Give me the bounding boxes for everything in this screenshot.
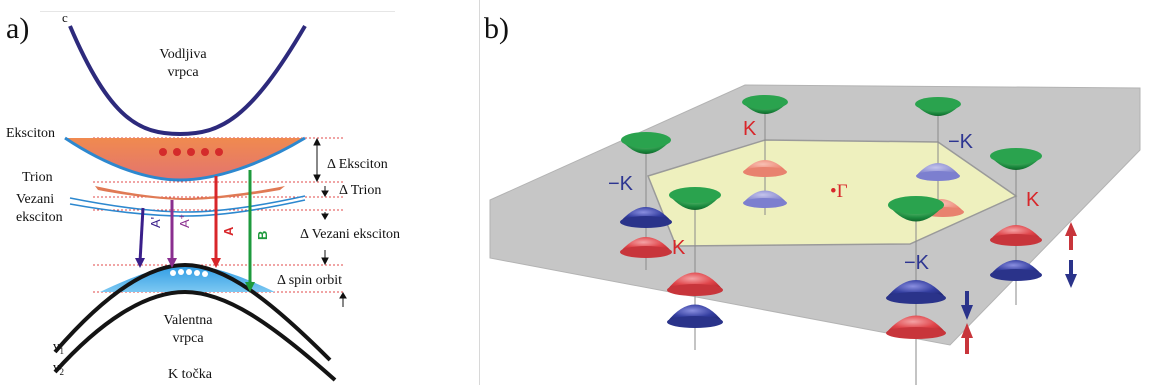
spin-up-arrow-bottom bbox=[961, 323, 973, 354]
arrowhead-bound bbox=[135, 258, 145, 268]
label-delta-exciton: Δ Eksciton bbox=[327, 157, 388, 172]
arrow-label-bound: A' bbox=[148, 217, 163, 228]
valley-label-bottom-right-minus-k: −K bbox=[904, 252, 930, 274]
label-delta-trion: Δ Trion bbox=[339, 183, 381, 198]
c-label: c bbox=[62, 10, 68, 25]
bound-exciton-curve-2 bbox=[69, 199, 306, 217]
valley-label-top-minus-k: −K bbox=[948, 131, 974, 153]
spin-arrows bbox=[961, 222, 1077, 354]
panel-divider bbox=[479, 0, 480, 385]
v1-label: v1 bbox=[53, 338, 64, 356]
arrowhead-a bbox=[211, 258, 221, 268]
valley-bottom-left-k bbox=[667, 187, 723, 328]
valley-label-right-k: K bbox=[1026, 189, 1040, 211]
arrow-label-trion: A+ bbox=[177, 214, 192, 228]
exciton-band-curve bbox=[64, 136, 306, 182]
panel-b-letter: b) bbox=[484, 12, 509, 45]
trion-band bbox=[95, 186, 285, 200]
arrow-label-a: A bbox=[221, 226, 236, 236]
panel-a-band-diagram: a) c Vodljiva vrpca bbox=[0, 0, 480, 385]
conduction-band-curve bbox=[68, 24, 307, 137]
valence-band-label: Valentna vrpca bbox=[164, 313, 214, 346]
valley-label-bottom-left-k: K bbox=[672, 237, 686, 259]
conduction-band-label: Vodljiva vrpca bbox=[159, 47, 207, 80]
valley-left-minus-k bbox=[620, 132, 672, 258]
spin-down-arrow-bottom bbox=[961, 291, 973, 320]
valence-band-v1 bbox=[53, 262, 332, 362]
v2-label: v2 bbox=[53, 359, 64, 377]
valley-diagram-svg: K −K −K K K −K •Γ bbox=[489, 84, 1141, 385]
label-delta-spin: Δ spin orbit bbox=[277, 273, 342, 288]
arrowhead-b bbox=[245, 282, 255, 292]
transition-arrow-bound bbox=[138, 207, 145, 263]
valley-right-k bbox=[990, 148, 1042, 281]
valley-top-k bbox=[742, 95, 788, 208]
k-point-label: K točka bbox=[168, 367, 213, 382]
hole-dots bbox=[170, 269, 208, 277]
bound-exciton-curve-1 bbox=[69, 195, 306, 213]
gamma-point-label: •Γ bbox=[830, 181, 848, 202]
valley-bottom-right-minus-k bbox=[886, 196, 946, 339]
label-bound-exciton: Vezani eksciton bbox=[16, 192, 63, 225]
electron-dots bbox=[159, 148, 223, 156]
label-exciton: Eksciton bbox=[6, 126, 55, 141]
valley-label-left-minus-k: −K bbox=[608, 173, 634, 195]
valence-band-v2 bbox=[53, 289, 337, 382]
spin-down-arrow-right bbox=[1065, 260, 1077, 288]
label-delta-bound: Δ Vezani eksciton bbox=[300, 227, 400, 242]
exciton-band-fill bbox=[65, 138, 305, 180]
hole-pocket-fill bbox=[100, 265, 275, 292]
arrowhead-trion bbox=[167, 258, 177, 268]
panel-a-letter: a) bbox=[6, 12, 30, 45]
panel-b-valley-diagram: b) bbox=[480, 0, 1149, 385]
spin-up-arrow-right bbox=[1065, 222, 1077, 250]
top-rule bbox=[40, 11, 395, 12]
arrow-label-b: B bbox=[255, 231, 270, 240]
label-trion: Trion bbox=[22, 170, 53, 185]
energy-gap-arrows bbox=[313, 137, 347, 307]
valley-label-top-k: K bbox=[743, 118, 757, 140]
band-diagram-svg: c Vodljiva vrpca bbox=[6, 10, 400, 382]
plane-outline bbox=[489, 84, 1141, 346]
